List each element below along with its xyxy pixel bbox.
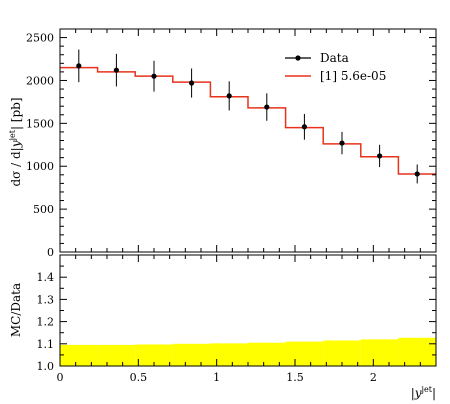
mc-step-line	[60, 66, 436, 175]
main-axis-ticks: 0 500 1000 1500 2000 2500	[26, 28, 437, 259]
x-tick-label: 0.5	[130, 371, 148, 384]
ratio-band-bin	[248, 342, 286, 366]
y-tick-label: 2000	[26, 74, 54, 87]
ratio-axis-ticks: 0 0.5 1 1.5 2 1.0 1.1 1.2 1.3 1.4	[37, 254, 437, 384]
legend-data-label: Data	[320, 51, 349, 65]
y-tick-label: 500	[33, 203, 54, 216]
ratio-band-bin	[210, 343, 248, 366]
data-point	[226, 93, 232, 99]
legend-mc-label: [1] 5.6e-05	[320, 69, 386, 83]
y-tick-label: 0	[47, 246, 54, 259]
ratio-panel: 0 0.5 1 1.5 2 1.0 1.1 1.2 1.3 1.4	[37, 254, 437, 384]
data-point	[189, 80, 195, 86]
ratio-band-bin	[172, 343, 211, 366]
ratio-band-bin	[360, 339, 399, 366]
ratio-band-bin	[135, 344, 173, 366]
x-tick-label: 0	[57, 371, 64, 384]
main-panel: 0 500 1000 1500 2000 2500	[26, 28, 437, 259]
data-point	[264, 104, 270, 110]
y-tick-label: 1.3	[37, 293, 55, 306]
x-tick-label: 1.5	[286, 371, 304, 384]
data-point	[339, 140, 345, 146]
data-point	[113, 67, 119, 73]
x-tick-label: 1	[213, 371, 220, 384]
ratio-band-bin	[323, 340, 361, 366]
x-axis-title: |yjet|	[411, 385, 436, 400]
ratio-band-bin	[398, 337, 436, 366]
ratio-band-bin	[97, 344, 136, 366]
main-marks	[60, 49, 436, 184]
y-tick-label: 1000	[26, 160, 54, 173]
ratio-y-axis-title: MC/Data	[9, 283, 23, 337]
y-tick-label: 2500	[26, 32, 54, 45]
ratio-band-bin	[60, 344, 98, 366]
y-tick-label: 1.4	[37, 271, 55, 284]
y-tick-label: 1.2	[37, 316, 55, 329]
ratio-marks	[60, 337, 436, 366]
y-tick-label: 1.1	[37, 338, 55, 351]
legend-data-marker	[295, 55, 301, 61]
ratio-band-bin	[285, 341, 324, 366]
legend: Data [1] 5.6e-05	[285, 51, 386, 83]
y-tick-label: 1.0	[37, 360, 55, 373]
data-point	[414, 171, 420, 177]
main-y-axis-title: dσ / d|yjet| [pb]	[8, 97, 23, 186]
data-point	[151, 73, 157, 79]
data-point	[377, 153, 383, 159]
data-point	[301, 124, 307, 130]
y-tick-label: 1500	[26, 117, 54, 130]
x-tick-label: 2	[370, 371, 377, 384]
data-point	[76, 63, 82, 69]
